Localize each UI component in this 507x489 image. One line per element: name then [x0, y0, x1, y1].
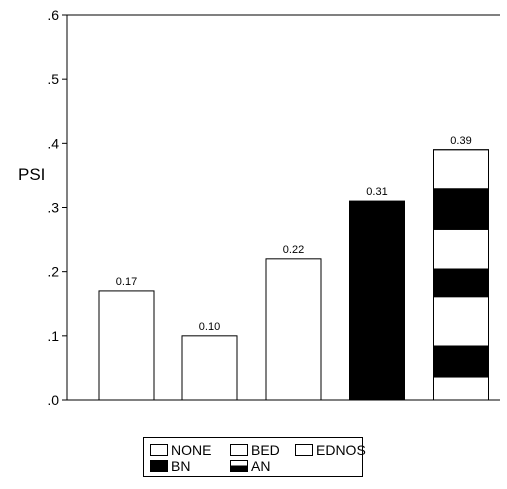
y-tick-label: .4 [47, 135, 59, 151]
legend-item-an: AN [230, 459, 270, 473]
legend-label-bn: BN [171, 458, 191, 474]
y-tick-label: .1 [47, 328, 59, 344]
bar-bn [349, 200, 405, 401]
bar-an-band [433, 229, 489, 269]
legend-item-bn: BN [150, 459, 190, 473]
data-label: 0.31 [366, 186, 387, 198]
y-axis-label: PSI [18, 165, 45, 184]
bar-an-band [433, 345, 489, 378]
data-label: 0.39 [450, 135, 471, 147]
legend-swatch-an [230, 460, 248, 472]
bar-an-outline [433, 149, 489, 401]
legend-item-bed: BED [230, 443, 280, 457]
legend-swatch-bed [230, 444, 248, 456]
bar-an-band [433, 297, 489, 346]
legend-label-none: NONE [171, 442, 212, 458]
y-tick-label: .0 [47, 392, 59, 408]
legend-item-none: NONE [150, 443, 211, 457]
legend-swatch-ednos [295, 444, 313, 456]
bar-an-band [433, 188, 489, 230]
bar-chart: PSI .0 .1 .2 .3 .4 .5 .6 0.17 0.10 0.22 0.31 0.39 [18, 7, 500, 408]
bar-none [98, 290, 155, 401]
data-label: 0.10 [199, 321, 220, 333]
bars-group: 0.17 0.10 0.22 0.31 0.39 [98, 135, 489, 401]
bar-bed [181, 335, 238, 401]
legend-item-ednos: EDNOS [295, 443, 366, 457]
bar-an-band [433, 268, 489, 298]
y-tick-label: .3 [47, 200, 59, 216]
bar-ednos [265, 258, 322, 401]
legend-swatch-none [150, 444, 168, 456]
legend-label-ednos: EDNOS [316, 442, 366, 458]
y-tick-label: .2 [47, 264, 59, 280]
legend-label-bed: BED [251, 442, 280, 458]
y-tick-label: .6 [47, 7, 59, 23]
data-label: 0.22 [283, 244, 304, 256]
legend-label-an: AN [251, 458, 271, 474]
data-label: 0.17 [116, 276, 137, 288]
y-tick-label: .5 [47, 71, 59, 87]
legend-swatch-bn [150, 460, 168, 472]
legend: NONE BED EDNOS BN AN [143, 437, 366, 477]
